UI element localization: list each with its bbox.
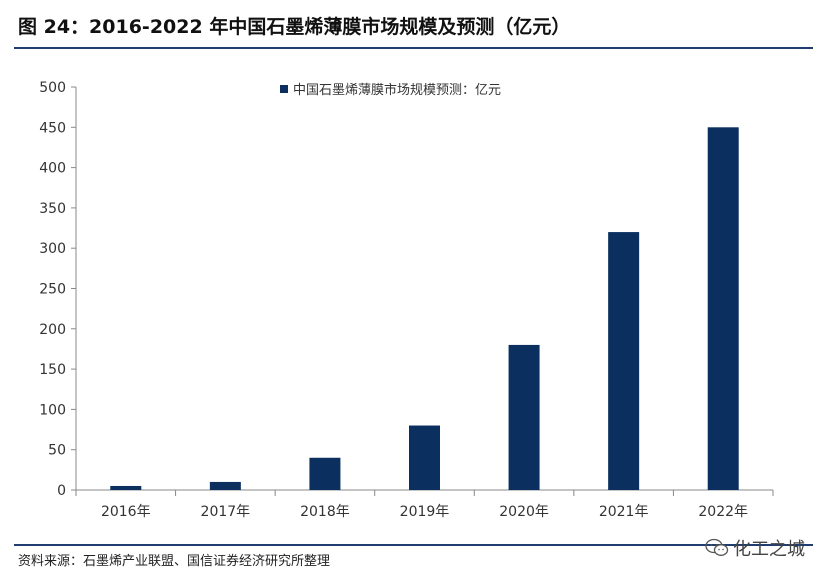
x-tick-label: 2018年 — [300, 504, 350, 520]
bar — [110, 485, 142, 490]
watermark-text: 化工之城 — [733, 539, 805, 560]
y-tick-label: 300 — [39, 241, 66, 257]
wechat-icon — [705, 538, 729, 556]
bar — [209, 481, 241, 490]
y-tick-label: 500 — [39, 80, 66, 96]
bar — [409, 425, 440, 490]
y-tick-label: 50 — [48, 443, 66, 459]
y-tick-label: 350 — [39, 201, 66, 217]
x-tick-label: 2022年 — [698, 504, 748, 520]
bar — [608, 232, 640, 490]
footer-divider — [14, 544, 813, 546]
legend-swatch — [280, 85, 288, 93]
x-tick-label: 2017年 — [201, 504, 251, 520]
y-tick-label: 0 — [57, 483, 66, 499]
figure-title: 图 24：2016-2022 年中国石墨烯薄膜市场规模及预测（亿元） — [18, 16, 571, 38]
bar — [707, 127, 739, 491]
bar — [309, 457, 341, 490]
bar — [508, 344, 540, 490]
y-tick-label: 450 — [39, 120, 66, 136]
y-tick-label: 400 — [39, 161, 66, 177]
y-tick-label: 200 — [39, 322, 66, 338]
watermark: 化工之城 — [705, 535, 805, 561]
y-tick-label: 150 — [39, 362, 66, 378]
y-tick-label: 100 — [39, 402, 66, 418]
bar-chart: 0 50 100 150 200 250 300 350 400 450 500 2016年 2017年… — [39, 80, 774, 520]
x-tick-label: 2016年 — [101, 504, 151, 520]
title-divider — [14, 47, 813, 49]
legend-label: 中国石墨烯薄膜市场规模预测：亿元 — [293, 82, 501, 98]
y-tick-label: 250 — [39, 282, 66, 298]
x-tick-label: 2019年 — [400, 504, 450, 520]
x-tick-label: 2021年 — [599, 504, 649, 520]
x-tick-label: 2020年 — [499, 504, 549, 520]
source-note: 资料来源：石墨烯产业联盟、国信证券经济研究所整理 — [18, 554, 331, 569]
